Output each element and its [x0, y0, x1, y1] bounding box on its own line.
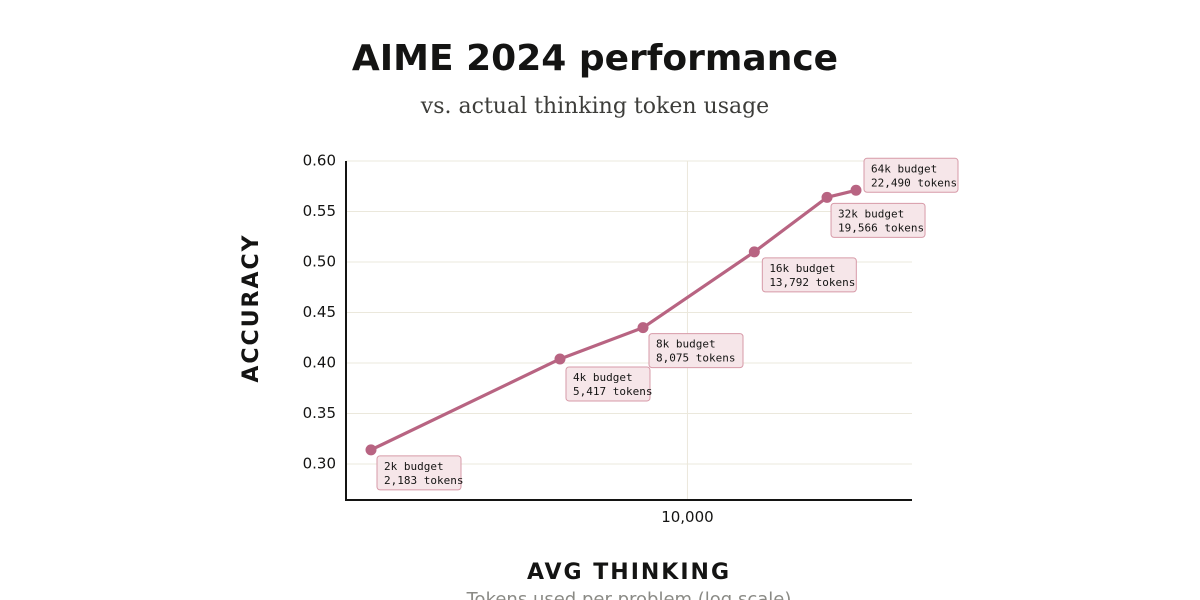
- annotation-label: 5,417 tokens: [573, 385, 652, 398]
- data-point: [850, 184, 862, 196]
- y-axis-title: ACCURACY: [239, 233, 264, 382]
- data-point: [637, 322, 649, 334]
- annotation-label: 8,075 tokens: [656, 352, 735, 365]
- annotation-label: 13,792 tokens: [769, 276, 855, 289]
- y-tick-label: 0.45: [303, 303, 336, 321]
- x-axis-title: AVG THINKING: [527, 560, 731, 585]
- annotation-box: [376, 455, 462, 491]
- data-point: [748, 246, 760, 258]
- grid-layer: [346, 160, 912, 500]
- annotation-label: 2,183 tokens: [384, 474, 463, 487]
- annotation-label: 16k budget: [769, 262, 835, 275]
- y-tick-label: 0.60: [303, 152, 336, 170]
- x-tick-label: 10,000: [661, 508, 714, 526]
- data-point: [554, 353, 566, 365]
- annotation-box: [863, 157, 959, 193]
- chart-subtitle: vs. actual thinking token usage: [420, 94, 770, 119]
- annotation-box: [565, 366, 651, 402]
- annotation-label: 2k budget: [384, 460, 444, 473]
- y-tick-label: 0.40: [303, 354, 336, 372]
- chart-title: AIME 2024 performance: [351, 38, 839, 79]
- axes-layer: [345, 161, 912, 501]
- annotation-label: 32k budget: [838, 207, 904, 220]
- annotation-label: 22,490 tokens: [871, 176, 957, 189]
- y-tick-label: 0.30: [303, 455, 336, 473]
- y-tick-label: 0.35: [303, 404, 336, 422]
- annotation-box: [648, 333, 744, 369]
- annotation-label: 19,566 tokens: [838, 221, 924, 234]
- annotation-label: 64k budget: [871, 162, 937, 175]
- series-layer: [365, 184, 862, 456]
- y-tick-label: 0.50: [303, 253, 336, 271]
- x-axis-subtitle: Tokens used per problem (log scale): [466, 589, 792, 600]
- series-line: [369, 188, 858, 452]
- y-tick-label: 0.55: [303, 202, 336, 220]
- ticks-layer: 0.30 0.35 0.40 0.45 0.50 0.55 0.60 10,000: [303, 152, 714, 527]
- annotation-box: [830, 202, 926, 238]
- annotation-label: 4k budget: [573, 371, 633, 384]
- annotation-box: [761, 257, 857, 293]
- annotation-label: 8k budget: [656, 338, 716, 351]
- data-point: [365, 444, 377, 456]
- data-point: [821, 191, 833, 203]
